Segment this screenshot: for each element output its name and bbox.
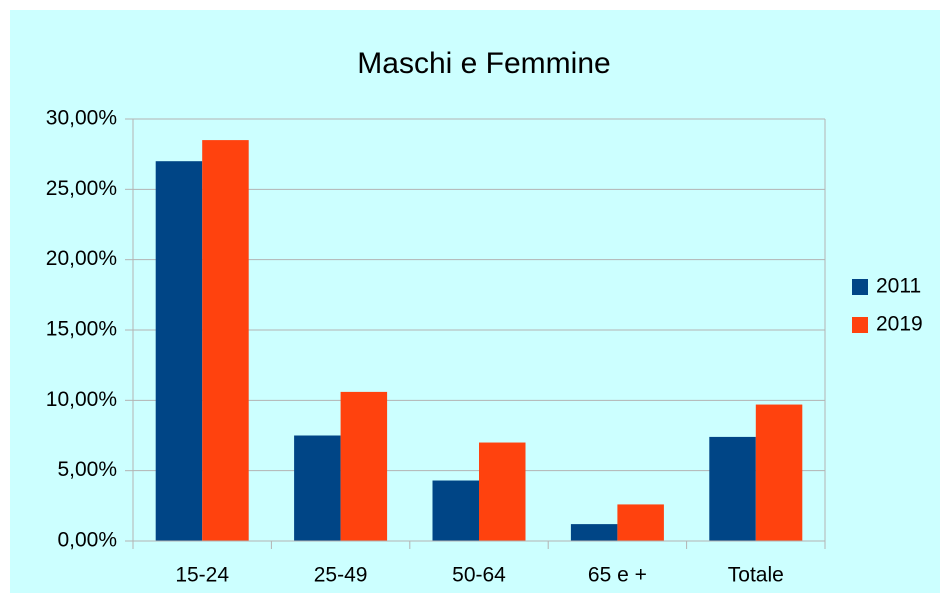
bar [479,442,526,541]
legend-label: 2019 [876,313,923,336]
bar [202,140,249,541]
bar [432,480,479,541]
x-tick-label: 50-64 [452,564,506,587]
legend-swatch [852,317,868,333]
y-tick-label: 25,00% [46,177,117,200]
y-tick-label: 30,00% [46,107,117,130]
bar [709,436,756,541]
y-tick-label: 15,00% [46,318,117,341]
bar [617,504,664,541]
chart-title: Maschi e Femmine [357,47,610,80]
x-tick-label: Totale [728,564,784,587]
bar [294,435,341,541]
y-tick-label: 5,00% [57,458,117,481]
x-tick-label: 65 e + [588,564,647,587]
y-tick-label: 20,00% [46,247,117,270]
x-tick-label: 25-49 [314,564,368,587]
x-tick-label: 15-24 [175,564,229,587]
y-tick-label: 10,00% [46,388,117,411]
bar [155,161,203,541]
bar [570,524,618,541]
legend-swatch [852,279,868,295]
y-tick-label: 0,00% [57,529,117,552]
bar [340,391,388,541]
bar [755,404,803,541]
legend-label: 2011 [876,275,921,298]
